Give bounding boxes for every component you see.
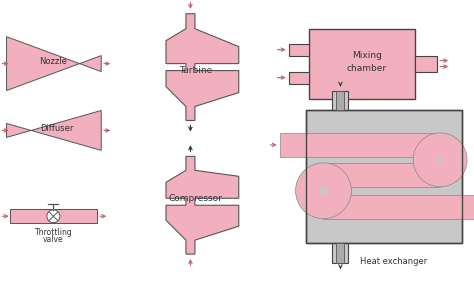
Polygon shape <box>7 37 101 91</box>
Circle shape <box>413 133 467 187</box>
Text: Mixing: Mixing <box>352 51 382 60</box>
FancyBboxPatch shape <box>289 72 309 83</box>
FancyBboxPatch shape <box>309 29 415 99</box>
Polygon shape <box>7 111 101 150</box>
Circle shape <box>296 163 351 219</box>
Text: Diffuser: Diffuser <box>40 124 73 133</box>
Circle shape <box>437 157 443 163</box>
Polygon shape <box>166 14 239 120</box>
FancyBboxPatch shape <box>332 91 348 111</box>
FancyBboxPatch shape <box>415 56 437 72</box>
Text: chamber: chamber <box>347 64 387 73</box>
FancyBboxPatch shape <box>323 163 440 187</box>
FancyBboxPatch shape <box>280 133 440 157</box>
FancyBboxPatch shape <box>332 243 348 263</box>
FancyBboxPatch shape <box>306 111 462 243</box>
Circle shape <box>319 187 328 195</box>
FancyBboxPatch shape <box>323 195 474 219</box>
FancyBboxPatch shape <box>9 209 97 223</box>
FancyBboxPatch shape <box>337 243 345 263</box>
Text: Compressor: Compressor <box>169 194 223 203</box>
Text: Throttling: Throttling <box>35 228 72 237</box>
FancyBboxPatch shape <box>337 91 345 111</box>
FancyBboxPatch shape <box>289 44 309 56</box>
Text: valve: valve <box>43 235 64 244</box>
Circle shape <box>47 210 60 223</box>
Polygon shape <box>166 156 239 254</box>
Text: Nozzle: Nozzle <box>39 57 67 66</box>
Text: Turbine: Turbine <box>179 66 212 75</box>
Text: Heat exchanger: Heat exchanger <box>360 257 428 266</box>
